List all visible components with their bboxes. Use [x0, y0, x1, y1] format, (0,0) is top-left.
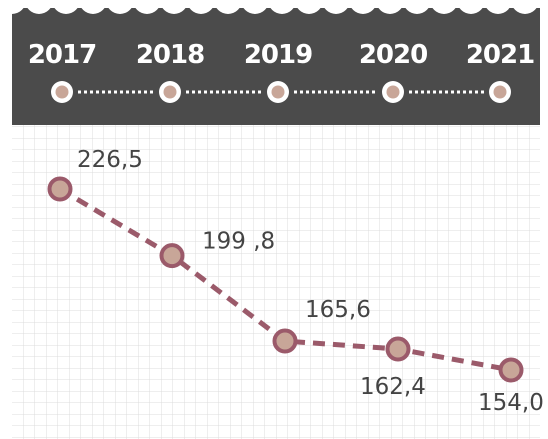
timeline-node-center [55, 85, 69, 99]
scallop [349, 0, 377, 14]
grid-background [12, 125, 540, 439]
timeline-node-center [493, 85, 507, 99]
point [272, 328, 298, 354]
point [385, 336, 411, 362]
scallop [295, 0, 323, 14]
scallop [457, 0, 485, 14]
scallop [430, 0, 458, 14]
scallop [241, 0, 269, 14]
year-label: 2019 [244, 40, 312, 70]
value-label: 165,6 [305, 297, 371, 323]
scallop [0, 0, 26, 14]
scallop [52, 0, 80, 14]
point [498, 357, 524, 383]
scallop [511, 0, 539, 14]
scallop [160, 0, 188, 14]
scallop [322, 0, 350, 14]
scallop [214, 0, 242, 14]
year-label: 2020 [359, 40, 427, 70]
timeline-node-center [271, 85, 285, 99]
year-label: 2021 [466, 40, 534, 70]
scallop [25, 0, 53, 14]
scallops [0, 0, 539, 14]
value-label: 226,5 [77, 147, 143, 173]
point [159, 243, 185, 269]
value-label: 199 ,8 [202, 229, 275, 255]
scallop [79, 0, 107, 14]
value-label: 162,4 [360, 374, 426, 400]
timeline-node-center [386, 85, 400, 99]
year-label: 2018 [136, 40, 204, 70]
header-band [12, 8, 540, 125]
value-label: 154,0 [478, 390, 544, 416]
scallop [484, 0, 512, 14]
point [47, 176, 73, 202]
scallop [187, 0, 215, 14]
scallop [133, 0, 161, 14]
scallop [403, 0, 431, 14]
scallop [376, 0, 404, 14]
scallop [106, 0, 134, 14]
timeline-node-center [163, 85, 177, 99]
year-label: 2017 [28, 40, 96, 70]
scallop [268, 0, 296, 14]
